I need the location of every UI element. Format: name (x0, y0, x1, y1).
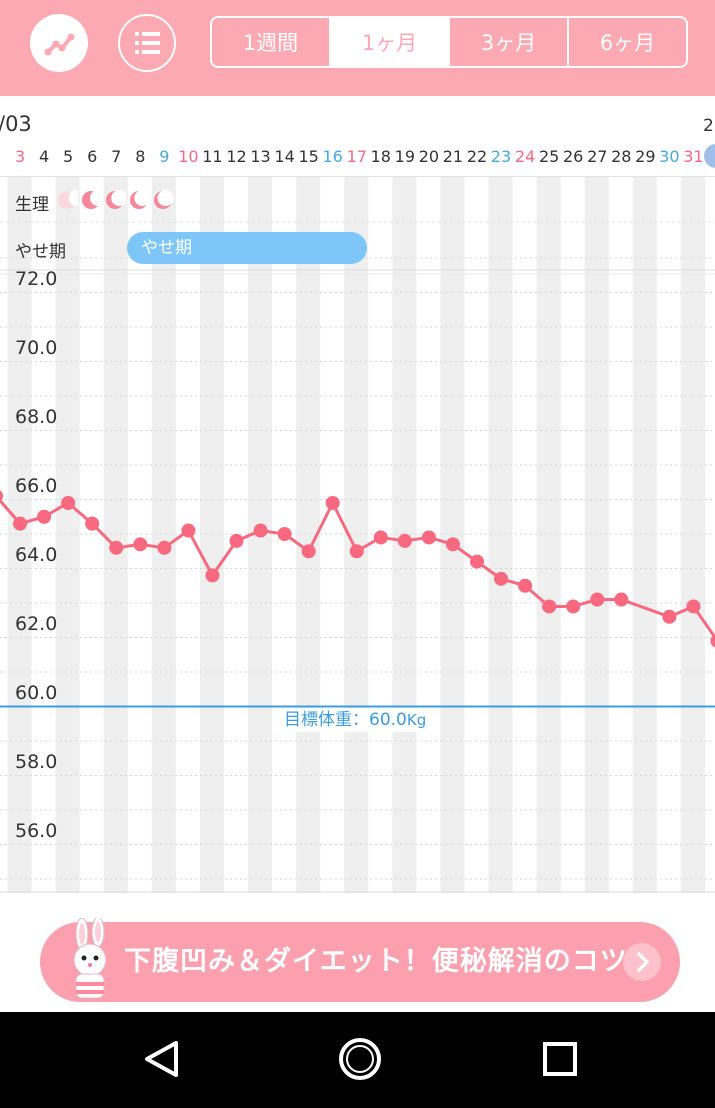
phase-row-label: やせ期 (15, 242, 66, 262)
y-tick-label: 60.0 (15, 681, 58, 704)
header-bar: 1週間 1ヶ月 3ヶ月 6ヶ月 (0, 0, 715, 96)
crescent-moon-icon (154, 190, 174, 209)
day-label: 9 (159, 147, 170, 166)
period-row-label: 生理 (15, 195, 49, 215)
y-tick-label: 68.0 (15, 405, 58, 428)
goal-weight-text: 目標体重：60.0 (284, 710, 407, 730)
day-label: 17 (346, 147, 367, 166)
crescent-moon-icon (82, 190, 102, 209)
month-label-left: /03 (0, 112, 32, 136)
day-label: 22 (466, 147, 488, 166)
day-label: 21 (442, 147, 464, 166)
day-label: 15 (298, 147, 319, 166)
tab-1-week[interactable]: 1週間 (242, 31, 299, 55)
day-label: 30 (659, 147, 680, 166)
goal-weight-label: 目標体重：60.0Kg (272, 708, 439, 732)
day-label: 3 (14, 147, 26, 166)
goal-weight-unit: Kg (406, 711, 427, 729)
day-label: 4 (39, 147, 50, 166)
phase-bar[interactable]: やせ期 (127, 232, 367, 264)
y-tick-label: 70.0 (15, 336, 58, 359)
day-label: 26 (563, 147, 584, 166)
graph-view-button[interactable] (30, 14, 88, 72)
y-tick-label: 58.0 (15, 750, 58, 773)
crescent-moon-icon (58, 190, 78, 209)
day-label: 6 (87, 147, 98, 166)
y-tick-label: 64.0 (15, 543, 58, 566)
day-label: 29 (635, 147, 656, 166)
period-tab-group: 1週間 1ヶ月 3ヶ月 6ヶ月 (210, 16, 688, 68)
rabbit-mascot-icon (73, 918, 107, 999)
list-view-button[interactable] (118, 14, 176, 72)
android-nav-bar (0, 1012, 715, 1108)
tab-1-month[interactable]: 1ヶ月 (329, 18, 448, 66)
tab-6-months[interactable]: 6ヶ月 (567, 18, 686, 66)
ad-banner[interactable]: 下腹凹み＆ダイエット！便秘解消のコツ (40, 918, 680, 1002)
day-label: 11 (202, 147, 223, 166)
day-label: 8 (135, 147, 146, 166)
day-label: 14 (274, 147, 295, 166)
recents-square-icon[interactable] (530, 1012, 590, 1108)
day-label: 19 (394, 147, 416, 166)
y-tick-label: 72.0 (15, 267, 58, 290)
crescent-moon-icon (106, 190, 126, 209)
today-marker (704, 144, 715, 168)
day-label: 28 (611, 147, 632, 166)
day-label: 12 (226, 147, 247, 166)
day-label: 10 (178, 147, 199, 166)
tab-3-months[interactable]: 3ヶ月 (448, 18, 567, 66)
banner-text: 下腹凹み＆ダイエット！便秘解消のコツ (124, 946, 628, 977)
day-label: 7 (111, 147, 122, 166)
day-label: 16 (322, 147, 343, 166)
day-label: 20 (418, 147, 440, 166)
list-icon (135, 32, 160, 54)
day-label: 5 (63, 147, 74, 166)
day-label: 31 (683, 147, 704, 166)
day-label: 25 (538, 147, 560, 166)
day-label: 23 (490, 147, 512, 166)
month-label-right: 20 (703, 116, 715, 136)
home-circle-icon[interactable] (330, 1012, 390, 1108)
day-label: 13 (250, 147, 271, 166)
day-label: 24 (514, 147, 536, 166)
y-tick-label: 66.0 (15, 474, 58, 497)
back-triangle-icon[interactable] (130, 1012, 190, 1108)
day-label: 27 (587, 147, 608, 166)
day-label: 18 (370, 147, 391, 166)
crescent-moon-icon (130, 190, 150, 209)
line-chart-icon (44, 33, 75, 56)
chart-grid (0, 176, 715, 893)
y-tick-label: 62.0 (15, 612, 58, 635)
chevron-right-icon[interactable] (623, 943, 661, 981)
y-tick-label: 56.0 (15, 819, 58, 842)
